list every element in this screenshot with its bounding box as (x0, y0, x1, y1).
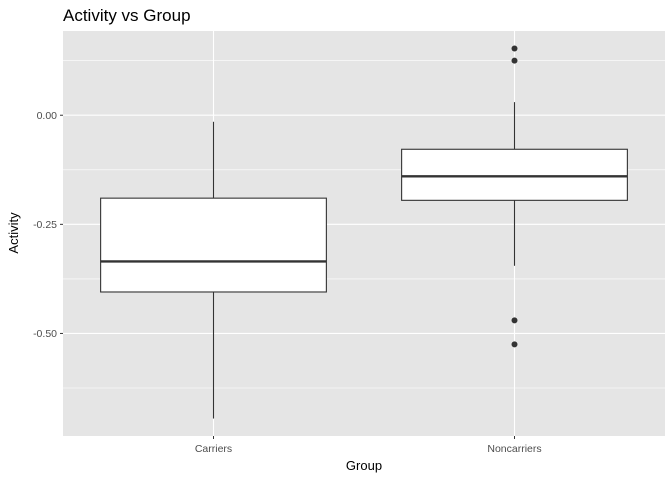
y-tick-label: -0.50 (33, 328, 57, 340)
boxes-layer (100, 45, 628, 419)
iqr-box (401, 148, 628, 201)
box-carriers (100, 121, 327, 419)
x-axis-title: Group (346, 458, 382, 473)
major-gridlines (63, 31, 665, 436)
outlier-point (511, 317, 518, 324)
outlier-point (511, 57, 518, 64)
x-axis: Carriers Noncarriers (195, 436, 542, 455)
x-tick-label: Noncarriers (487, 443, 541, 455)
y-tick-label: -0.25 (33, 219, 57, 231)
outlier-point (511, 45, 518, 52)
y-axis-title: Activity (6, 212, 21, 254)
iqr-box (100, 197, 327, 293)
box-noncarriers (401, 45, 628, 348)
y-tick-label: 0.00 (37, 110, 58, 122)
x-tick-label: Carriers (195, 443, 232, 455)
outlier-point (511, 341, 518, 348)
y-axis: 0.00 -0.25 -0.50 (33, 110, 63, 340)
chart-title: Activity vs Group (63, 6, 191, 25)
